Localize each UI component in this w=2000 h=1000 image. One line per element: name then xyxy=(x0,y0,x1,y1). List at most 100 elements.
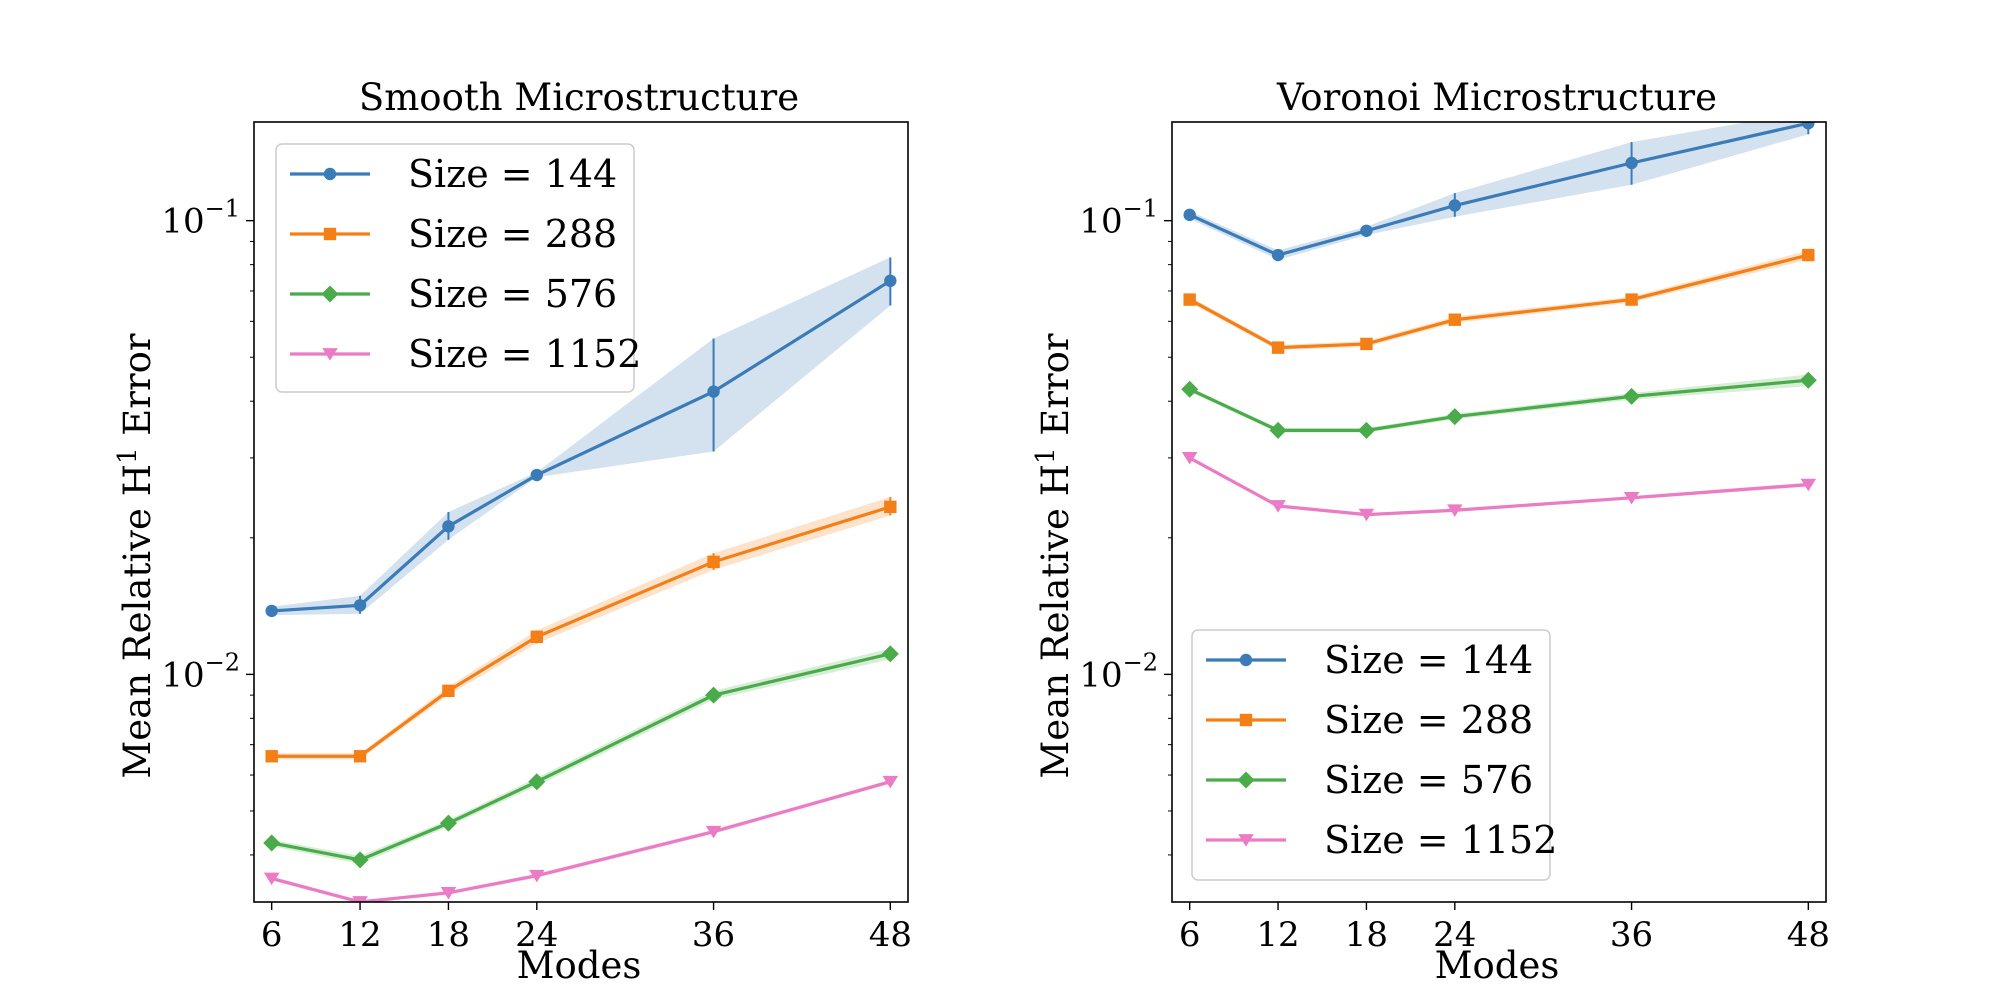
y-tick-label: 10−2 xyxy=(1079,648,1158,695)
legend-marker xyxy=(1237,771,1255,789)
y-tick-label: 10−1 xyxy=(161,195,240,242)
data-point xyxy=(440,886,457,900)
series-band xyxy=(1189,374,1809,433)
series-line xyxy=(271,780,891,902)
data-point xyxy=(265,750,278,763)
chart-title: Voronoi Microstructure xyxy=(1276,76,1717,119)
x-tick-label: 18 xyxy=(1345,915,1388,955)
data-point xyxy=(1448,313,1462,326)
series-line xyxy=(1189,122,1809,257)
data-point xyxy=(442,520,455,533)
legend: Size = 144 Size = 288 Size = 576 Size = 115… xyxy=(1191,629,1557,881)
series-band xyxy=(271,779,891,902)
legend-label: Size = 288 xyxy=(1324,698,1533,742)
data-point xyxy=(1357,421,1375,439)
series-line xyxy=(1189,378,1809,432)
data-point xyxy=(882,775,899,789)
legend-label: Size = 576 xyxy=(1324,758,1533,802)
data-point xyxy=(1360,337,1373,351)
x-tick-label: 6 xyxy=(1179,915,1201,955)
data-point xyxy=(439,814,457,832)
legend-entry: Size = 1152 xyxy=(1206,818,1557,862)
legend-label: Size = 288 xyxy=(408,212,617,256)
data-point xyxy=(265,604,278,618)
data-point xyxy=(705,825,722,839)
data-point xyxy=(1447,504,1463,517)
legend-marker xyxy=(322,348,338,361)
data-point xyxy=(1271,341,1285,354)
legend-marker xyxy=(323,167,337,181)
series xyxy=(1181,452,1817,522)
data-point xyxy=(1625,156,1638,170)
data-point xyxy=(1360,224,1373,237)
x-tick-label: 36 xyxy=(1610,915,1653,955)
data-point xyxy=(1269,421,1287,439)
data-point xyxy=(1181,452,1198,465)
data-point xyxy=(884,500,897,514)
legend-marker xyxy=(321,285,339,303)
data-point xyxy=(1802,122,1815,130)
series-lines xyxy=(263,257,899,902)
data-point xyxy=(528,773,546,791)
data-point xyxy=(1271,248,1285,262)
data-point xyxy=(1625,293,1638,306)
legend-marker xyxy=(1239,653,1253,667)
series-band xyxy=(1189,122,1809,260)
legend-entry: Size = 144 xyxy=(290,152,617,196)
series xyxy=(265,257,897,618)
x-tick-label: 12 xyxy=(1256,915,1299,955)
series-line xyxy=(271,279,892,613)
series xyxy=(1183,122,1815,262)
data-point xyxy=(884,274,897,288)
series xyxy=(265,497,897,763)
data-point xyxy=(530,468,544,482)
data-point xyxy=(707,555,720,569)
axes-frame xyxy=(1171,121,1827,903)
confidence-bands xyxy=(271,257,891,902)
series xyxy=(263,645,899,869)
legend-marker xyxy=(323,227,337,241)
x-tick-label: 18 xyxy=(427,915,470,955)
legend-label: Size = 576 xyxy=(408,272,617,316)
y-axis-label-main: Mean Relative H xyxy=(116,464,159,779)
data-point xyxy=(351,851,369,869)
series xyxy=(1183,248,1815,354)
y-axis-label-superscript: 1 xyxy=(1031,447,1061,464)
legend-entry: Size = 576 xyxy=(290,272,617,316)
series-band xyxy=(271,497,891,760)
data-point xyxy=(1448,199,1462,212)
legend-entry: Size = 144 xyxy=(1206,638,1533,682)
series-band xyxy=(271,257,891,616)
series xyxy=(263,775,899,902)
chart-title: Smooth Microstructure xyxy=(359,76,799,119)
axes-frame xyxy=(253,121,909,903)
data-point xyxy=(352,896,368,902)
data-point xyxy=(1446,408,1464,426)
x-tick-label: 24 xyxy=(1433,915,1476,955)
data-point xyxy=(1623,387,1641,405)
data-point xyxy=(353,750,367,763)
legend-label: Size = 144 xyxy=(408,152,617,196)
legend-marker xyxy=(1238,834,1254,847)
legend-entry: Size = 1152 xyxy=(290,332,641,376)
legend-label: Size = 1152 xyxy=(1324,818,1557,862)
data-point xyxy=(1183,208,1196,222)
series-line xyxy=(1188,253,1809,350)
data-point xyxy=(353,599,367,612)
data-point xyxy=(1183,293,1196,306)
data-point xyxy=(442,684,455,698)
legend-box xyxy=(275,143,635,393)
data-point xyxy=(881,645,899,663)
legend-label: Size = 144 xyxy=(1324,638,1533,682)
x-tick-label: 48 xyxy=(869,915,912,955)
data-point xyxy=(1800,478,1817,492)
legend: Size = 144 Size = 288 Size = 576 Size = 115… xyxy=(275,143,641,393)
series-line xyxy=(1188,456,1809,517)
y-axis-label-superscript: 1 xyxy=(113,447,143,464)
y-axis-label: Mean Relative H1 Error xyxy=(1031,333,1077,779)
y-tick-label: 10−2 xyxy=(161,648,240,695)
series-band xyxy=(1189,250,1809,351)
legend-box xyxy=(1191,629,1551,881)
x-tick-label: 24 xyxy=(515,915,558,955)
data-point xyxy=(530,630,544,644)
